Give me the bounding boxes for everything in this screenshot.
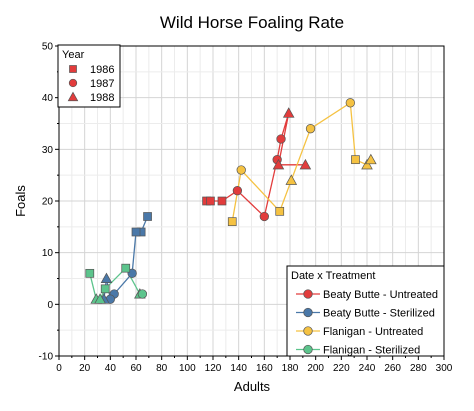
year-legend-label: 1986 — [90, 64, 114, 76]
x-tick-label: 60 — [130, 363, 142, 374]
data-point — [100, 284, 110, 294]
year-legend-marker — [69, 65, 77, 73]
data-point — [143, 212, 152, 221]
group-legend: Date x Treatment Beaty Butte - Untreated… — [286, 265, 445, 357]
data-point — [85, 268, 95, 278]
x-axis-label: Adults — [234, 379, 271, 394]
data-point — [276, 134, 286, 144]
group-legend-marker — [303, 326, 313, 336]
series-line — [231, 101, 372, 222]
y-tick-label: 20 — [42, 197, 54, 208]
group-legend-items: Beaty Butte - Untreated Beaty Butte - Ste… — [296, 289, 438, 357]
data-point — [282, 107, 295, 118]
data-points — [85, 98, 377, 304]
year-legend-label: 1988 — [90, 92, 114, 104]
x-tick-label: 100 — [179, 363, 196, 374]
y-tick-label: -10 — [39, 352, 54, 363]
group-legend-box — [286, 265, 445, 357]
data-point — [206, 196, 215, 206]
group-legend-label: Flanigan - Untreated — [323, 326, 423, 338]
x-tick-label: 80 — [156, 363, 168, 374]
y-tick-label: 40 — [42, 93, 54, 104]
x-tick-label: 160 — [256, 363, 273, 374]
y-tick-label: 10 — [42, 248, 54, 259]
x-tick-label: 40 — [105, 363, 117, 374]
group-legend-label: Beaty Butte - Untreated — [323, 289, 438, 301]
y-axis-label: Foals — [13, 185, 28, 217]
year-legend-marker — [67, 91, 79, 102]
data-point — [272, 158, 285, 170]
year-legend-marker — [68, 78, 78, 88]
y-tick-label: 0 — [47, 300, 53, 311]
x-tick-label: 260 — [384, 363, 401, 374]
year-legend-title: Year — [62, 49, 85, 61]
group-legend-label: Flanigan - Sterilized — [323, 345, 420, 357]
data-point — [305, 124, 316, 134]
year-legend: Year 1986 1987 1988 — [57, 44, 121, 108]
x-tick-label: 20 — [79, 363, 91, 374]
data-point — [121, 263, 131, 273]
x-tick-label: 200 — [307, 363, 324, 374]
data-point — [361, 158, 373, 170]
x-tick-label: 300 — [436, 363, 453, 374]
x-tick-label: 0 — [56, 363, 62, 374]
year-legend-items: 1986 1987 1988 — [67, 64, 114, 104]
data-point — [351, 155, 360, 165]
group-legend-marker — [303, 307, 313, 318]
data-point — [137, 289, 148, 299]
data-point — [236, 165, 246, 175]
data-point — [285, 174, 298, 185]
data-point — [100, 272, 113, 284]
data-point — [299, 158, 312, 170]
axis-ticks: 0 20 40 60 80 100 120 140 160 180 200 220 240 260 280 3… — [39, 42, 453, 375]
x-tick-label: 220 — [333, 363, 350, 374]
data-point — [94, 293, 106, 304]
y-tick-label: 50 — [42, 42, 54, 53]
data-point — [227, 217, 237, 227]
x-tick-label: 120 — [205, 363, 222, 374]
group-legend-marker — [303, 289, 313, 299]
data-point — [217, 196, 227, 206]
x-tick-label: 280 — [410, 363, 427, 374]
data-point — [275, 206, 285, 216]
data-point — [345, 98, 355, 108]
group-legend-label: Beaty Butte - Sterilized — [323, 308, 435, 320]
data-point — [365, 153, 377, 165]
chart-title: Wild Horse Foaling Rate — [160, 13, 344, 32]
data-point — [259, 211, 269, 222]
x-tick-label: 180 — [282, 363, 299, 374]
group-legend-title: Date x Treatment — [291, 270, 375, 282]
data-point — [131, 227, 141, 237]
data-point — [232, 186, 243, 196]
year-legend-box — [57, 44, 121, 108]
x-tick-label: 240 — [359, 363, 376, 374]
year-legend-label: 1987 — [90, 78, 114, 90]
y-tick-label: 30 — [42, 145, 54, 156]
x-tick-label: 140 — [230, 363, 247, 374]
group-legend-marker — [303, 344, 313, 355]
